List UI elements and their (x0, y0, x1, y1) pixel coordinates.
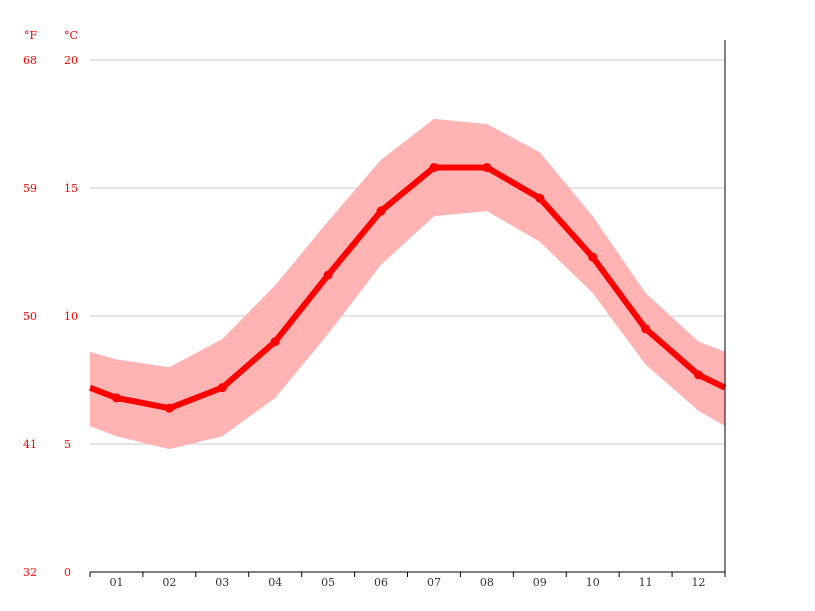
data-point (376, 206, 386, 216)
x-tick-label-month: 08 (480, 576, 494, 589)
y-tick-label-c: 15 (64, 182, 78, 195)
x-tick-label-month: 11 (639, 576, 653, 589)
y-tick-label-c: 10 (64, 310, 78, 323)
data-point (164, 403, 174, 413)
x-axis-ticks: 01 02 03 04 05 06 07 08 09 10 11 12 (89, 572, 726, 589)
average-temperature-line (88, 164, 727, 412)
y-tick-label-c: 5 (64, 438, 71, 451)
x-tick-label-month: 07 (427, 576, 441, 589)
data-point (641, 324, 651, 334)
x-tick-label-month: 02 (162, 576, 176, 589)
y-tick-label-f: 59 (23, 182, 37, 195)
x-tick-label-month: 06 (374, 576, 388, 589)
x-tick-label-month: 04 (268, 576, 282, 589)
x-tick-label-month: 10 (586, 576, 600, 589)
data-points (111, 163, 704, 413)
x-tick-label-month: 03 (215, 576, 229, 589)
y-tick-label-c: 20 (64, 54, 78, 67)
data-point (217, 383, 227, 393)
data-point (694, 370, 704, 380)
data-point (111, 393, 121, 403)
y-tick-label-f: 41 (23, 438, 37, 451)
x-tick-label-month: 01 (109, 576, 123, 589)
x-tick-label-month: 09 (533, 576, 547, 589)
y-tick-label-f: 68 (23, 54, 37, 67)
data-point (323, 270, 333, 280)
y-tick-label-c: 0 (64, 566, 71, 579)
y-tick-label-f: 50 (23, 310, 37, 323)
data-point (588, 252, 598, 262)
data-point (535, 193, 545, 203)
y-tick-label-f: 32 (23, 566, 37, 579)
data-point (270, 337, 280, 347)
c-unit-label: °C (64, 29, 78, 42)
x-tick-label-month: 05 (321, 576, 335, 589)
f-unit-label: °F (24, 29, 38, 42)
data-point (482, 163, 492, 173)
y-axis-labels: °F °C 32 0 41 5 50 10 59 15 68 20 (23, 29, 78, 579)
data-point (429, 163, 439, 173)
x-tick-label-month: 12 (692, 576, 706, 589)
